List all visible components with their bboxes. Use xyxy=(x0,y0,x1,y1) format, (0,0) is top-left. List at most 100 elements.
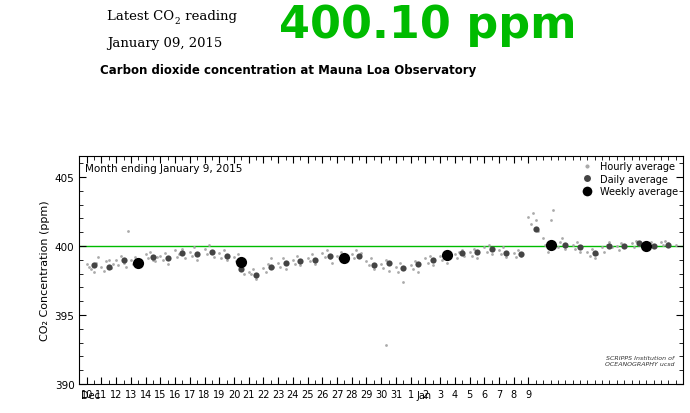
Point xyxy=(538,235,549,242)
Point xyxy=(542,249,553,255)
Text: 2: 2 xyxy=(175,17,180,26)
Point xyxy=(353,254,364,261)
Point xyxy=(648,243,659,250)
Point xyxy=(515,252,526,258)
Point xyxy=(98,268,109,275)
Point xyxy=(86,266,97,273)
Point xyxy=(192,257,203,263)
Point xyxy=(604,243,615,250)
Point xyxy=(606,244,617,251)
Point xyxy=(486,252,497,258)
Point xyxy=(268,264,279,271)
Point xyxy=(545,242,556,248)
Point xyxy=(91,260,102,266)
Point xyxy=(427,262,438,269)
Point xyxy=(459,253,470,259)
Point xyxy=(553,244,564,251)
Point xyxy=(324,253,335,259)
Point xyxy=(238,271,249,277)
Text: SCRIPPS Institution of
OCEANOGRAPHY ucsd: SCRIPPS Institution of OCEANOGRAPHY ucsd xyxy=(604,355,674,366)
Point xyxy=(660,237,671,244)
Point xyxy=(243,269,254,276)
Point xyxy=(501,250,512,256)
Point xyxy=(604,239,615,246)
Point xyxy=(170,247,181,254)
Point xyxy=(405,262,416,269)
Point xyxy=(246,271,257,277)
Point xyxy=(658,242,669,248)
Point xyxy=(104,264,115,271)
Point xyxy=(150,258,161,265)
Point xyxy=(351,247,362,254)
Point xyxy=(395,260,406,266)
Point xyxy=(228,254,239,261)
Point xyxy=(366,256,377,262)
Point xyxy=(471,249,482,255)
Point xyxy=(326,260,337,266)
Point xyxy=(184,249,195,255)
Point xyxy=(162,261,173,268)
Point xyxy=(629,244,640,251)
Point xyxy=(356,250,367,256)
Point xyxy=(589,256,600,262)
Point xyxy=(368,262,380,269)
Point xyxy=(643,246,654,252)
Point xyxy=(380,257,391,263)
Point xyxy=(393,269,404,276)
Point xyxy=(626,240,637,247)
Point xyxy=(361,258,372,265)
Point xyxy=(633,240,644,247)
Point xyxy=(290,261,301,268)
Point xyxy=(319,254,330,261)
Point xyxy=(336,249,347,255)
Point xyxy=(277,256,288,262)
Point xyxy=(115,253,126,259)
Point xyxy=(663,242,674,248)
Point xyxy=(615,240,627,247)
Point xyxy=(619,243,630,250)
Point xyxy=(457,247,468,254)
Point xyxy=(407,266,418,273)
Point xyxy=(206,249,217,255)
Y-axis label: CO₂ Concentration (ppm): CO₂ Concentration (ppm) xyxy=(41,200,50,341)
Point xyxy=(260,269,271,276)
Text: Month ending January 9, 2015: Month ending January 9, 2015 xyxy=(86,164,243,174)
Point xyxy=(584,253,595,259)
Point xyxy=(304,258,315,265)
Point xyxy=(466,253,477,259)
Point xyxy=(457,250,468,256)
Point xyxy=(486,246,497,252)
Point xyxy=(159,250,170,256)
Point xyxy=(317,250,328,256)
Point xyxy=(641,242,652,248)
Point xyxy=(144,249,155,255)
Point xyxy=(110,257,121,263)
Point xyxy=(324,256,335,262)
Point xyxy=(248,266,259,273)
Point xyxy=(648,243,659,250)
Point xyxy=(531,217,542,223)
Point xyxy=(230,258,241,265)
Text: Carbon dioxide concentration at Mauna Loa Observatory: Carbon dioxide concentration at Mauna Lo… xyxy=(100,64,476,77)
Point xyxy=(130,254,141,261)
Point xyxy=(162,256,173,262)
Point xyxy=(641,243,652,250)
Point xyxy=(469,246,480,252)
Point xyxy=(575,244,586,251)
Point xyxy=(214,250,225,256)
Point xyxy=(148,254,159,261)
Legend: Hourly average, Daily average, Weekly average: Hourly average, Daily average, Weekly av… xyxy=(575,159,681,199)
Point xyxy=(199,246,210,252)
Point xyxy=(148,257,159,263)
Point xyxy=(437,257,448,263)
Point xyxy=(571,239,582,246)
Point xyxy=(391,264,402,271)
Point xyxy=(547,207,558,214)
Point xyxy=(188,244,199,251)
Point xyxy=(523,214,534,221)
Point xyxy=(233,252,244,258)
Text: Latest CO: Latest CO xyxy=(107,10,174,23)
Point xyxy=(413,261,424,268)
Point xyxy=(353,253,364,259)
Point xyxy=(177,250,188,256)
